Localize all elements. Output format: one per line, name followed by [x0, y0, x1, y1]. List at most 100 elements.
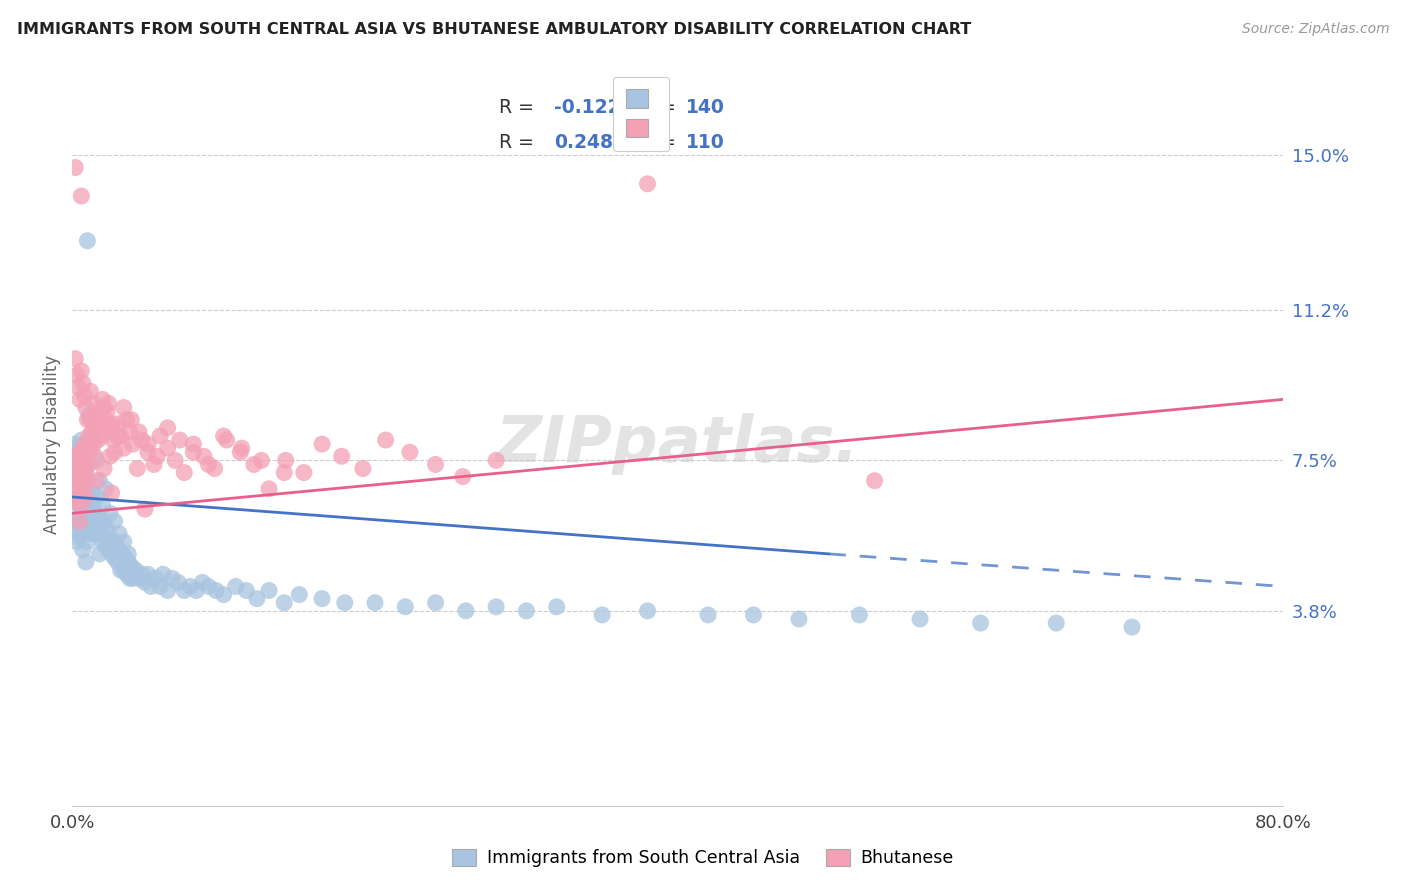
Point: [96, 425, 118, 439]
Point: [77, 518, 100, 533]
Point: [66, 450, 89, 464]
Point: [65, 466, 87, 480]
Point: [134, 575, 156, 590]
Point: [69, 445, 91, 459]
Point: [104, 445, 127, 459]
Point: [79, 384, 101, 399]
Point: [225, 579, 247, 593]
Point: [70, 189, 93, 203]
Point: [863, 474, 886, 488]
Point: [89, 518, 111, 533]
Point: [205, 583, 228, 598]
Point: [112, 401, 135, 415]
Point: [77, 409, 100, 423]
Point: [67, 469, 90, 483]
Point: [76, 234, 98, 248]
Point: [118, 571, 141, 585]
Point: [89, 474, 111, 488]
Point: [1045, 615, 1067, 630]
Point: [274, 453, 297, 467]
Point: [197, 579, 219, 593]
Point: [231, 441, 253, 455]
Point: [62, 482, 84, 496]
Point: [73, 466, 96, 480]
Point: [229, 445, 252, 459]
Point: [76, 474, 98, 488]
Point: [69, 392, 91, 407]
Point: [136, 445, 159, 459]
Text: -0.122: -0.122: [554, 98, 621, 117]
Point: [131, 567, 153, 582]
Point: [96, 404, 118, 418]
Point: [104, 551, 127, 566]
Point: [94, 539, 117, 553]
Point: [91, 429, 114, 443]
Point: [86, 490, 108, 504]
Point: [112, 563, 135, 577]
Point: [70, 466, 93, 480]
Point: [86, 474, 108, 488]
Point: [257, 482, 280, 496]
Point: [62, 482, 84, 496]
Point: [67, 498, 90, 512]
Point: [82, 425, 104, 439]
Point: [86, 453, 108, 467]
Point: [127, 461, 149, 475]
Point: [101, 433, 124, 447]
Point: [66, 534, 89, 549]
Point: [197, 458, 219, 472]
Point: [65, 351, 87, 366]
Text: 110: 110: [686, 133, 725, 152]
Point: [75, 466, 97, 480]
Point: [75, 498, 97, 512]
Point: [117, 547, 139, 561]
Point: [76, 413, 98, 427]
Point: [66, 450, 89, 464]
Point: [75, 401, 97, 415]
Point: [108, 526, 131, 541]
Point: [82, 523, 104, 537]
Point: [72, 482, 94, 496]
Point: [485, 599, 508, 614]
Point: [149, 579, 172, 593]
Point: [79, 433, 101, 447]
Point: [82, 498, 104, 512]
Point: [70, 502, 93, 516]
Point: [257, 583, 280, 598]
Text: 0.248: 0.248: [554, 133, 613, 152]
Point: [72, 477, 94, 491]
Point: [183, 445, 205, 459]
Point: [73, 388, 96, 402]
Point: [273, 596, 295, 610]
Point: [120, 413, 142, 427]
Point: [215, 433, 238, 447]
Point: [84, 526, 107, 541]
Point: [91, 392, 114, 407]
Point: [62, 523, 84, 537]
Point: [111, 547, 134, 561]
Point: [169, 433, 191, 447]
Point: [454, 604, 477, 618]
Point: [65, 494, 87, 508]
Point: [97, 542, 120, 557]
Point: [72, 506, 94, 520]
Point: [146, 450, 169, 464]
Point: [149, 429, 172, 443]
Point: [72, 376, 94, 390]
Point: [134, 502, 156, 516]
Point: [70, 474, 93, 488]
Point: [66, 515, 89, 529]
Point: [72, 453, 94, 467]
Point: [82, 437, 104, 451]
Point: [70, 364, 93, 378]
Point: [65, 474, 87, 488]
Point: [352, 461, 374, 475]
Point: [75, 555, 97, 569]
Point: [93, 461, 115, 475]
Point: [637, 604, 659, 618]
Point: [73, 461, 96, 475]
Point: [69, 510, 91, 524]
Point: [66, 477, 89, 491]
Text: N =: N =: [640, 133, 682, 152]
Point: [167, 575, 190, 590]
